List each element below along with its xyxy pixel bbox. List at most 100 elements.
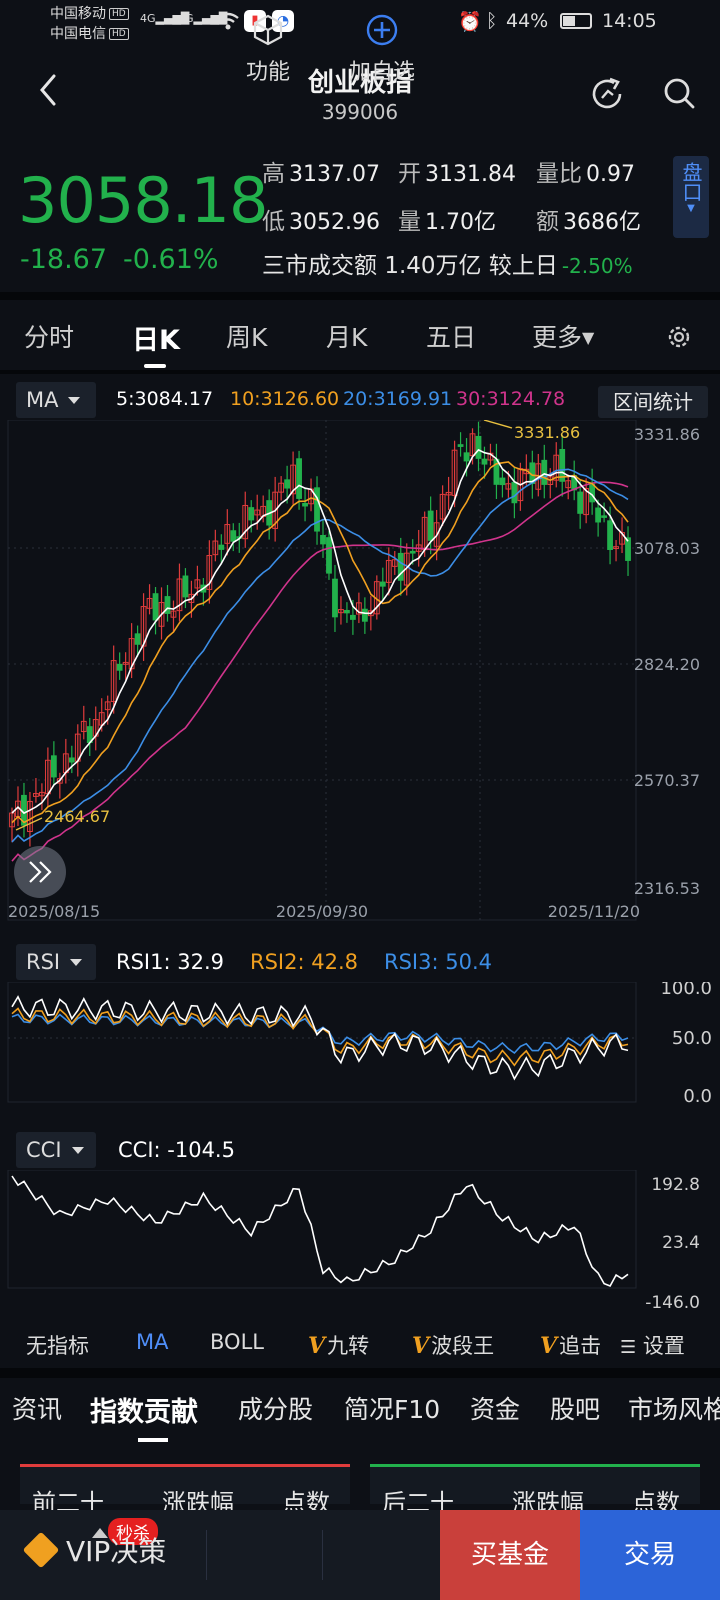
tab-daily-k[interactable]: 日K [132, 325, 180, 356]
candle-body [314, 487, 320, 532]
candle-body [361, 608, 368, 622]
candle-body [475, 435, 482, 459]
tab-five-day[interactable]: 五日 [426, 323, 477, 352]
expand-button[interactable] [14, 846, 66, 898]
rsi3-value: RSI3: 50.4 [384, 950, 492, 974]
candle-body [607, 520, 613, 550]
indicator-jiuzhuan[interactable]: V九转 [308, 1333, 370, 1359]
indicator-ma[interactable]: MA [136, 1330, 169, 1354]
high-marker-line [483, 420, 513, 429]
candle-body [547, 476, 554, 485]
high-marker-label: 3331.86 [514, 423, 580, 442]
caret-down-icon [70, 959, 83, 966]
indicator-settings[interactable]: ☰ 设置 [620, 1334, 685, 1358]
function-button[interactable]: 功能 [218, 0, 318, 90]
x-date-label: 2025/11/20 [548, 902, 640, 921]
buy-fund-button[interactable]: 买基金 [440, 1510, 580, 1600]
y-tick-label: 3331.86 [634, 425, 700, 444]
tab-forum[interactable]: 股吧 [550, 1395, 601, 1424]
kline-chart[interactable]: 3331.86 3078.03 2824.20 2570.37 2316.53 2025/… [0, 420, 720, 926]
ma20-line [11, 468, 629, 843]
candle-body [170, 610, 177, 618]
rsi1-value: RSI1: 32.9 [116, 950, 224, 974]
divider [322, 1530, 323, 1580]
tab-index-contribution[interactable]: 指数贡献 [90, 1397, 198, 1428]
tab-funds[interactable]: 资金 [470, 1395, 521, 1424]
candle-body [445, 491, 452, 496]
rsi-tick-label: 50.0 [672, 1028, 712, 1049]
candle-body [397, 552, 404, 581]
chart-frame [7, 420, 637, 921]
indicator-zhuiji[interactable]: V追击 [540, 1333, 602, 1359]
candle-body [182, 575, 189, 598]
vip-decision-button[interactable]: VIP决策 [22, 1530, 166, 1570]
amount: 额 3686亿 [536, 209, 641, 235]
candle-body [296, 458, 302, 499]
candle-body [559, 448, 566, 482]
candle-body [565, 480, 572, 489]
candle-body [553, 454, 560, 481]
candle-body [116, 663, 123, 671]
search-icon[interactable] [660, 74, 700, 114]
page-title: 创业板指 [307, 68, 412, 98]
carrier-1: 中国移动 HD [50, 3, 129, 23]
tab-monthly-k[interactable]: 月K [326, 323, 368, 352]
candle-body [595, 507, 602, 523]
candle-body [302, 502, 308, 507]
cci-value: CCI: -104.5 [118, 1138, 235, 1162]
market-turnover: 三市成交额 1.40万亿 较上日 -2.50% [262, 253, 633, 279]
flash-sale-badge: 秒杀 [108, 1518, 158, 1545]
top-twenty-panel[interactable]: 前二十 涨跌幅 点数 [20, 1464, 350, 1517]
tab-constituents[interactable]: 成分股 [238, 1395, 314, 1424]
trade-button[interactable]: 交易 [580, 1510, 720, 1600]
y-tick-label: 2316.53 [634, 879, 700, 898]
double-chevron-right-icon [29, 861, 52, 883]
tab-profile-f10[interactable]: 简况F10 [344, 1395, 441, 1424]
ma10-line [11, 461, 629, 824]
add-watchlist-button[interactable]: 加自选 [332, 0, 432, 90]
ma10-value: 10:3126.60 [230, 388, 340, 410]
candle-body [284, 479, 291, 489]
cci-chart: 192.8 23.4 -146.0 [7, 1170, 700, 1313]
cci-type-select[interactable]: CCI [16, 1132, 96, 1168]
bluetooth-icon: ᛒ [486, 10, 498, 32]
caret-down-icon: ▼ [582, 328, 595, 347]
bottom-twenty-panel[interactable]: 后二十 涨跌幅 点数 [370, 1464, 700, 1517]
candle-body [332, 578, 338, 618]
tab-weekly-k[interactable]: 周K [226, 323, 268, 352]
candle-body [409, 550, 416, 554]
pankou-button[interactable]: 盘口 ▼ [673, 156, 709, 238]
tab-market-style[interactable]: 市场风格 [628, 1395, 720, 1424]
cci-tick-label: 192.8 [651, 1175, 700, 1195]
cci-line [11, 1175, 629, 1288]
indicator-boduanwang[interactable]: V波段王 [412, 1333, 495, 1359]
ma30-line [11, 481, 629, 862]
stock-code: 399006 [321, 100, 399, 124]
back-icon[interactable] [34, 70, 62, 110]
tab-intraday[interactable]: 分时 [24, 323, 75, 352]
carrier-2: 中国电信 HD [50, 23, 129, 43]
candle-body [320, 534, 326, 545]
ma-type-select[interactable]: MA [16, 382, 96, 418]
active-tab-indicator [144, 364, 166, 368]
rsi-type-select[interactable]: RSI [16, 944, 96, 980]
diamond-icon [22, 1531, 60, 1569]
candle-body [122, 661, 129, 665]
indicator-none[interactable]: 无指标 [26, 1334, 89, 1358]
chart-frame [7, 982, 637, 1103]
indicator-boll[interactable]: BOLL [210, 1330, 264, 1354]
tab-news[interactable]: 资讯 [12, 1395, 63, 1424]
candle-body [601, 515, 607, 518]
candle-body [379, 581, 386, 587]
rsi3-line [11, 1013, 629, 1055]
refresh-icon[interactable] [588, 74, 628, 114]
alarm-icon: ⏰ [458, 11, 482, 33]
ma20-value: 20:3169.91 [343, 388, 453, 410]
caret-down-icon [71, 1147, 84, 1154]
range-stats-button[interactable]: 区间统计 [598, 386, 708, 418]
candle-body [391, 559, 398, 567]
candle-body [385, 559, 392, 583]
low-marker-line [15, 817, 43, 831]
gear-icon[interactable] [664, 322, 694, 352]
tab-more[interactable]: 更多▼ [532, 323, 595, 352]
